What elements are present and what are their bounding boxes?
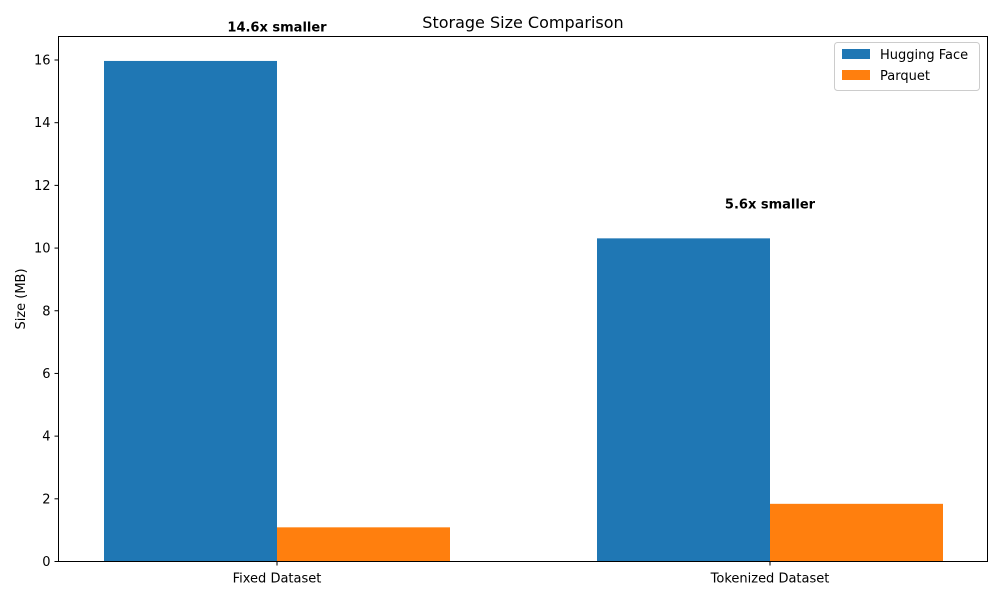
y-tick-label: 8 <box>42 304 50 319</box>
annotations-layer: 14.6x smaller 5.6x smaller <box>227 21 815 213</box>
legend: Hugging Face Parquet <box>834 42 980 91</box>
y-axis: 0 2 4 6 8 10 12 14 16 <box>34 54 59 570</box>
x-tick-label: Fixed Dataset <box>233 572 322 587</box>
bar-hugging-face-fixed-dataset <box>104 60 277 562</box>
y-tick-label: 12 <box>34 179 51 194</box>
annotation-label: 5.6x smaller <box>725 197 816 212</box>
y-axis-label: Size (MB) <box>14 268 29 329</box>
legend-swatch-parquet <box>842 70 870 80</box>
x-axis: Fixed Dataset Tokenized Dataset <box>233 561 830 587</box>
bar-parquet-tokenized-dataset <box>770 503 943 562</box>
y-tick-label: 14 <box>34 116 51 131</box>
y-tick-label: 4 <box>42 430 50 445</box>
plot-frame <box>58 36 988 562</box>
legend-label-parquet: Parquet <box>880 69 930 84</box>
legend-swatch-hugging-face <box>842 49 870 59</box>
x-tick-label: Tokenized Dataset <box>710 572 830 587</box>
legend-frame <box>834 42 980 91</box>
y-tick-label: 0 <box>42 555 50 570</box>
bar-hugging-face-tokenized-dataset <box>597 238 770 562</box>
y-tick-label: 6 <box>42 367 50 382</box>
bar-parquet-fixed-dataset <box>277 527 450 562</box>
y-tick-label: 2 <box>42 492 50 507</box>
chart-title: Storage Size Comparison <box>422 13 623 32</box>
y-tick-label: 16 <box>34 54 51 69</box>
y-tick-label: 10 <box>34 242 51 257</box>
annotation-label: 14.6x smaller <box>227 21 327 36</box>
legend-label-hugging-face: Hugging Face <box>880 48 968 63</box>
bars-layer <box>104 60 943 562</box>
